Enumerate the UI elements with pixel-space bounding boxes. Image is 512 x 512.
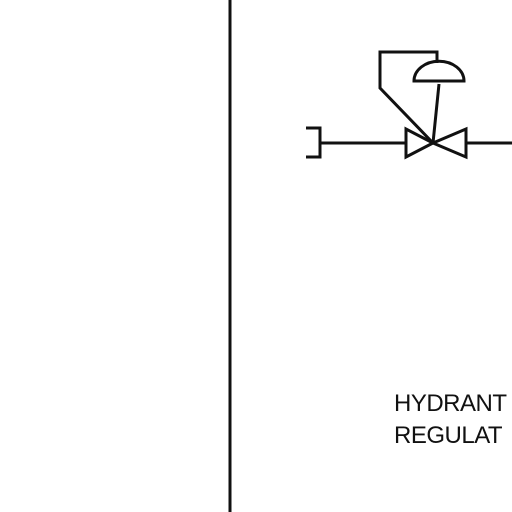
caption-line-1: HYDRANT	[394, 390, 507, 417]
pressure-sensing-line	[378, 50, 439, 145]
regulating-valve-icon	[404, 126, 468, 160]
valve-left-triangle	[404, 126, 437, 160]
caption-line-2: REGULAT	[394, 422, 503, 449]
valve-caption: HYDRANT REGULAT	[394, 388, 512, 452]
valve-stem	[431, 83, 441, 144]
valve-right-triangle	[429, 126, 468, 160]
diaphragm-actuator-icon	[412, 59, 466, 83]
pipe-end-bracket	[306, 126, 322, 159]
